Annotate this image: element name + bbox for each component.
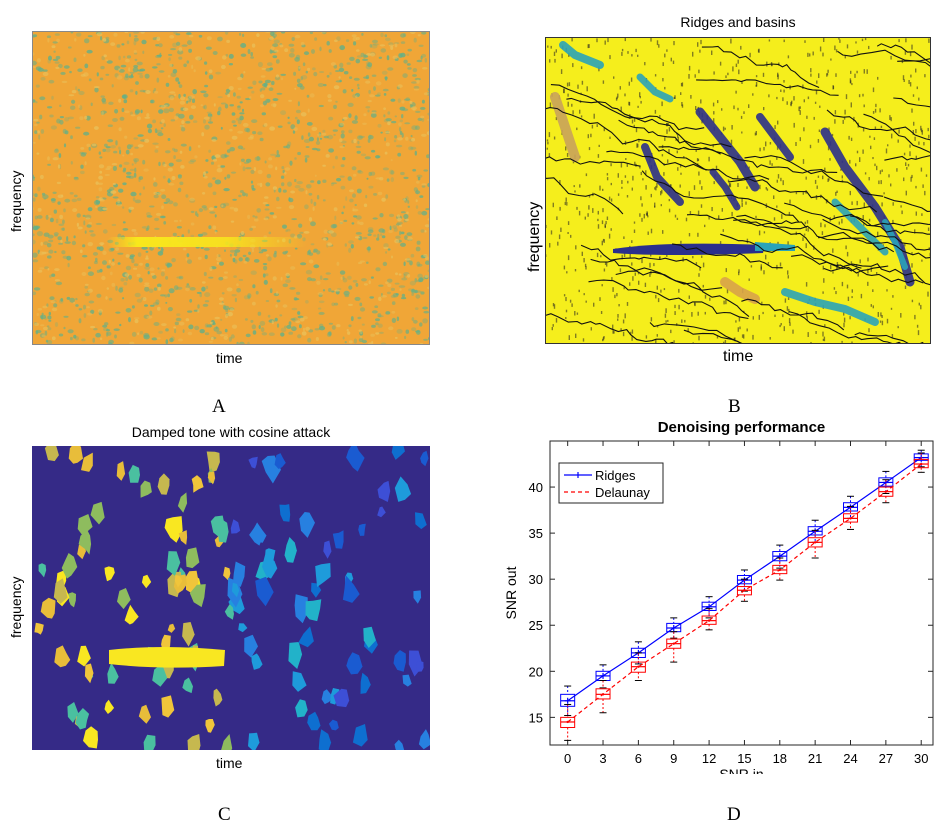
data-point [672,642,675,645]
panel-c-ylabel: frequency [8,576,24,638]
tone-line [107,237,307,247]
y-tick-label: 30 [529,572,543,587]
panel-b-xlabel: time [723,348,754,365]
legend [558,462,664,504]
panel-a-ylabel: frequency [8,170,24,232]
legend-label: Delaunay [595,485,650,500]
data-point [743,589,746,592]
x-tick-label: 18 [773,751,787,766]
spectrogram-background [32,31,430,345]
cells-image [32,446,430,750]
noise-speckles [32,31,430,345]
x-tick-label: 24 [843,751,857,766]
tone-cell [109,647,225,668]
data-point [566,720,569,724]
basins [550,41,915,326]
x-tick-label: 6 [635,751,642,766]
data-point [637,665,640,668]
panel-b-caption: B [728,396,741,417]
legend-label: Ridges [595,468,636,483]
y-tick-label: 40 [529,480,543,495]
chart-title: Denoising performance [658,419,826,436]
panel-c-title: Damped tone with cosine attack [131,424,331,440]
panel-b-title: Ridges and basins [680,14,796,30]
panel-d-caption: D [727,804,741,825]
x-tick-label: 21 [808,751,822,766]
x-tick-label: 3 [599,751,606,766]
panel-c-xlabel: time [216,755,243,771]
data-point [601,693,605,696]
data-point [707,619,711,622]
panel-b-ylabel: frequency [526,201,543,272]
denoising-chart: Denoising performance 0 3 6 9 12 15 18 21 24 27 30 1… [503,419,934,774]
panel-c-caption: C [218,804,231,825]
y-axis-label: SNR out [503,566,519,619]
ridge-lines [545,43,931,344]
x-tick-label: 9 [670,751,677,766]
data-point [778,568,781,572]
data-point [884,490,888,493]
y-tick-label: 35 [529,526,543,541]
x-axis-label: SNR in [719,766,763,774]
data-point [849,517,852,520]
x-tick-label: 0 [564,751,571,766]
x-tick-label: 12 [702,751,716,766]
cell-polygons [34,446,430,750]
y-tick-label: 15 [529,710,543,725]
x-tick-label: 15 [737,751,751,766]
spectrogram-image [32,31,430,345]
x-tick-label: 30 [914,751,928,766]
data-point [920,462,923,466]
ridges-basins-image [545,37,931,344]
panel-a-caption: A [212,396,226,417]
x-tick-label: 27 [879,751,893,766]
data-point [813,541,817,544]
panel-a-xlabel: time [216,350,243,366]
y-tick-label: 20 [529,664,543,679]
y-tick-label: 25 [529,618,543,633]
